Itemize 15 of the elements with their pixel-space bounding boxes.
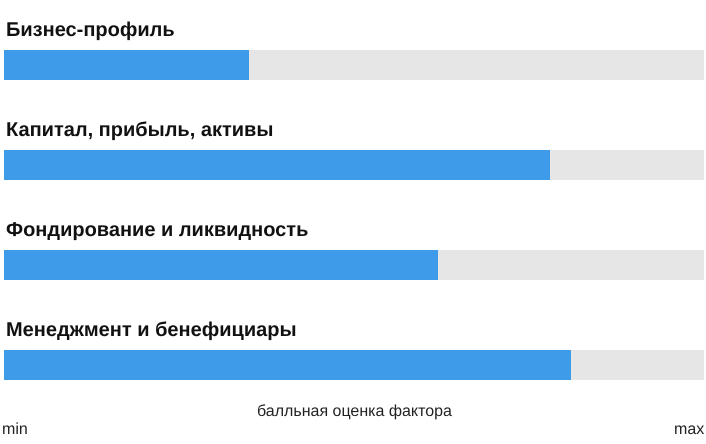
bar <box>550 150 704 180</box>
y-tick-label: Бизнес-профиль <box>6 19 175 41</box>
annotation: балльная оценка фактора <box>257 403 452 420</box>
bar <box>4 350 571 380</box>
bar <box>4 50 249 80</box>
bar <box>571 350 704 380</box>
y-tick-label: Капитал, прибыль, активы <box>6 119 274 141</box>
bar <box>4 250 438 280</box>
y-tick-label: Менеджмент и бенефициары <box>6 319 297 341</box>
annotation: min <box>2 421 28 438</box>
bar <box>249 50 704 80</box>
annotation: max <box>674 421 704 438</box>
bar <box>438 250 704 280</box>
y-tick-label: Фондирование и ликвидность <box>6 219 308 241</box>
bar <box>4 150 550 180</box>
